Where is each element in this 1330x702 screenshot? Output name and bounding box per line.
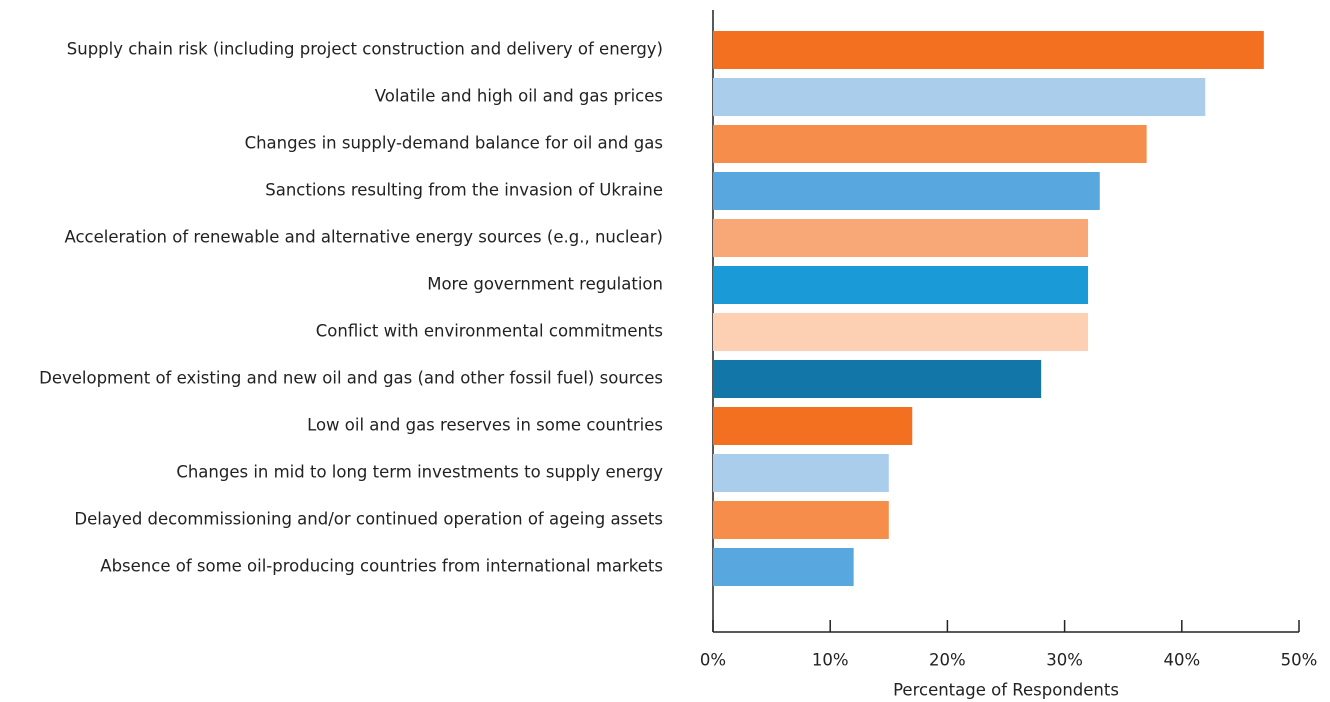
y-tick-label: Delayed decommissioning and/or continued…	[74, 510, 663, 529]
bar	[713, 78, 1206, 116]
y-tick-label: Supply chain risk (including project con…	[67, 40, 663, 59]
x-tick-label: 20%	[929, 651, 966, 670]
y-tick-label: Low oil and gas reserves in some countri…	[307, 416, 663, 435]
bar	[713, 454, 889, 492]
y-tick-label: Acceleration of renewable and alternativ…	[64, 228, 663, 247]
y-tick-label: Sanctions resulting from the invasion of…	[265, 181, 663, 200]
bar	[713, 266, 1089, 304]
x-tick-label: 30%	[1046, 651, 1083, 670]
x-axis-title: Percentage of Respondents	[893, 681, 1119, 700]
y-tick-label: More government regulation	[427, 275, 663, 294]
bar	[713, 313, 1089, 351]
x-tick-label: 10%	[812, 651, 849, 670]
x-tick-label: 50%	[1281, 651, 1318, 670]
y-tick-label: Volatile and high oil and gas prices	[375, 87, 663, 106]
bar	[713, 31, 1264, 69]
y-tick-label: Changes in mid to long term investments …	[176, 463, 663, 482]
bar	[713, 407, 913, 445]
x-tick-label: 40%	[1163, 651, 1200, 670]
y-tick-label: Conflict with environmental commitments	[316, 322, 663, 341]
bar	[713, 172, 1100, 210]
bar	[713, 360, 1042, 398]
bar	[713, 219, 1089, 257]
y-tick-label: Development of existing and new oil and …	[39, 369, 663, 388]
y-tick-label: Absence of some oil-producing countries …	[100, 557, 663, 576]
bar	[713, 548, 854, 586]
y-tick-label: Changes in supply-demand balance for oil…	[245, 134, 663, 153]
bar	[713, 501, 889, 539]
bar	[713, 125, 1147, 163]
x-tick-label: 0%	[700, 651, 726, 670]
